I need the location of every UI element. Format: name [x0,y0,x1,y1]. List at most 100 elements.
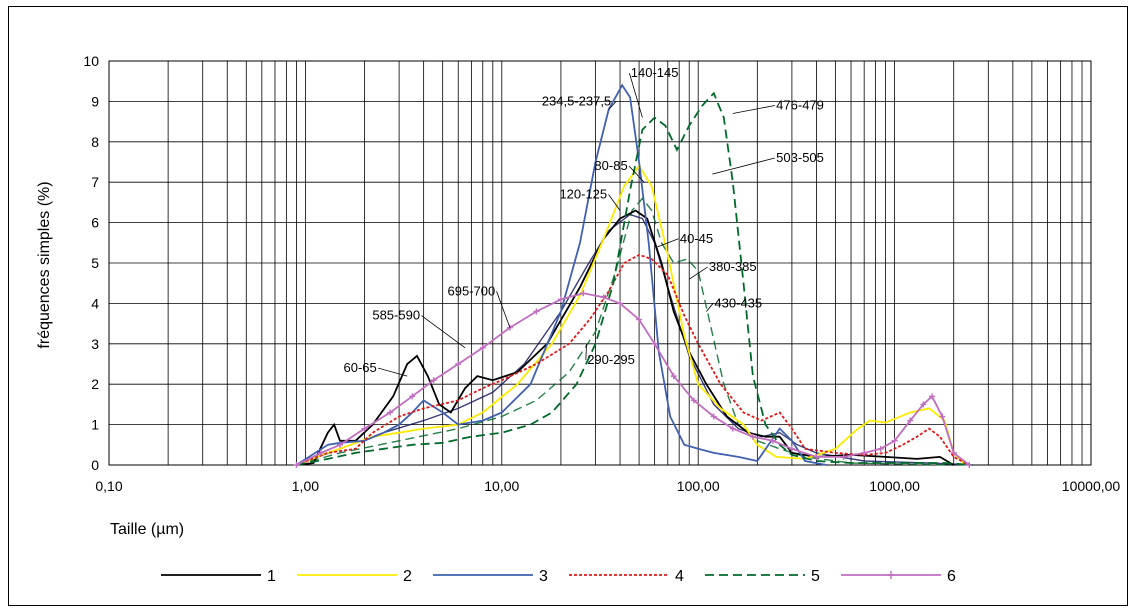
grid-layer [108,60,1092,466]
x-tick-label: 1000,00 [869,478,920,494]
annotation-leader [712,157,775,175]
legend-label-6: 6 [947,568,956,585]
series-point-6 [840,453,847,460]
annotation-label: 60-65 [344,360,377,375]
annotation-leader [688,266,708,280]
series-point-6 [617,300,624,307]
chart-frame: 0 1 2 3 4 5 6 7 8 9 10 0,10 1,00 10,00 100,00 1000,00 10… [8,6,1128,606]
series-point-6 [813,453,820,460]
series-line-1 [296,209,955,466]
series-point-6 [690,397,697,404]
y-tick-label: 0 [91,457,99,473]
annotation-label: 503-505 [776,150,824,165]
series-layer [293,83,973,468]
legend-marker-6 [887,571,895,579]
annotation-leader [732,105,775,114]
series-line-unlabeled-dark [296,213,973,466]
chart-svg: 0 1 2 3 4 5 6 7 8 9 10 0,10 1,00 10,00 100,00 1000,00 10… [36,53,1120,585]
series-point-6 [729,425,736,432]
annotation-label: 40-45 [680,231,713,246]
y-tick-label: 3 [91,336,99,352]
series-point-6 [580,290,587,297]
series-point-6 [293,462,300,468]
series-point-6 [455,361,462,367]
annotation-label: 234,5-237,5 [542,93,611,108]
y-tick-label: 8 [91,134,99,150]
y-tick-label: 1 [91,417,99,433]
series-point-6 [966,462,973,468]
annotation-leader [421,315,466,349]
series-point-6 [361,425,368,432]
series-point-6 [409,393,416,400]
annotation-leader [378,367,408,377]
annotation-label: 140-145 [631,65,679,80]
annotation-label: 380-385 [709,259,757,274]
annotation-leader [608,194,621,211]
series-point-6 [920,401,927,408]
series-point-6 [670,373,677,380]
series-point-6 [557,296,564,303]
annotation-leader [608,101,617,110]
x-tick-label: 1,00 [292,478,319,494]
series-point-6 [891,437,898,444]
series-point-6 [479,344,486,351]
legend-label-1: 1 [267,568,276,585]
y-axis-label: fréquences simples (%) [36,181,53,348]
x-tick-label: 100,00 [677,478,720,494]
series-point-6 [651,340,658,347]
y-tick-label: 6 [91,215,99,231]
series-point-6 [710,413,717,420]
series-line-4 [296,253,970,466]
legend-label-5: 5 [811,568,820,585]
series-point-6 [336,441,343,448]
y-tick-label: 10 [83,53,99,69]
annotation-label: 290-295 [587,352,635,367]
series-point-6 [939,413,946,420]
annotation-label: 430-435 [714,295,762,310]
series-line-5 [296,91,973,466]
series-point-6 [506,324,513,331]
series-point-6 [907,417,914,424]
annotation-leader [706,303,714,312]
annotation-leader [585,343,587,361]
annotation-label: 476-479 [776,97,824,112]
series-point-6 [636,316,643,323]
annotation-label: 585-590 [372,308,420,323]
series-point-6 [533,308,540,315]
series-point-6 [769,437,776,444]
series-line-unlabeled-green [296,197,954,466]
y-tick-label: 5 [91,255,99,271]
series-point-6 [430,377,437,384]
series-point-6 [387,409,394,416]
series-point-6 [749,433,756,440]
annotation-leader [657,238,679,248]
series-point-6 [600,294,607,301]
annotation-leader [496,291,511,328]
y-tick-label: 4 [91,295,99,311]
x-tick-label: 10,00 [484,478,519,494]
y-tick-label: 2 [91,376,99,392]
x-tick-label: 0,10 [95,478,122,494]
series-point-6 [317,449,324,456]
axis-layer: 0 1 2 3 4 5 6 7 8 9 10 0,10 1,00 10,00 100,00 1000,00 10… [83,53,1120,494]
legend-label-4: 4 [675,568,684,585]
series-point-6 [861,449,868,456]
series-point-6 [928,393,935,400]
y-tick-label: 9 [91,93,99,109]
legend: 1 2 3 4 5 6 [161,568,956,585]
x-axis-label: Taille (µm) [110,521,184,538]
annotation-label: 80-85 [594,158,627,173]
annotation-layer: 140-145 234,5-237,5 476-479 503-505 80-85 120… [344,65,824,377]
legend-label-3: 3 [539,568,548,585]
annotation-label: 695-700 [448,283,496,298]
x-tick-label: 10000,00 [1062,478,1121,494]
y-tick-label: 7 [91,174,99,190]
annotation-leader [629,73,643,118]
series-point-6 [950,449,957,456]
series-line-3 [295,83,827,466]
annotation-leader [628,165,645,183]
legend-label-2: 2 [403,568,412,585]
annotation-label: 120-125 [559,186,607,201]
series-point-6 [877,445,884,452]
plot-border [108,60,1092,466]
